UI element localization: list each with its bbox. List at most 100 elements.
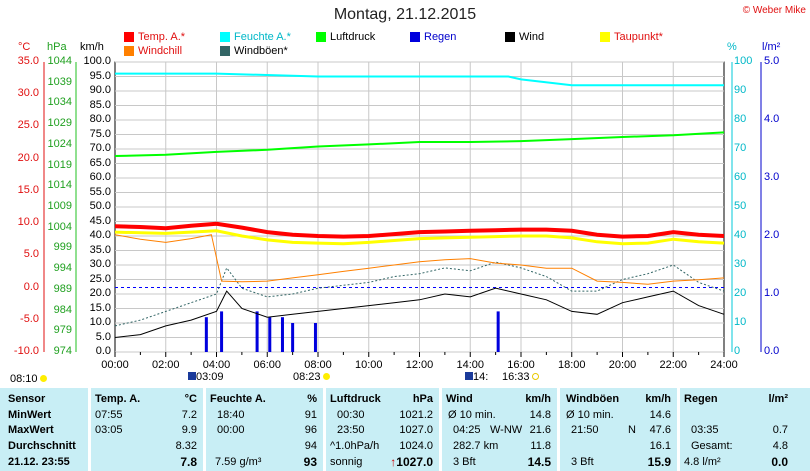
time-tick-label: 02:00 — [151, 359, 180, 371]
wind-tick-label: 60.0 — [89, 171, 111, 183]
moon-icon — [188, 372, 196, 380]
humidity-tick-label: 70 — [734, 142, 747, 154]
wind-avg-label: Ø 10 min. — [448, 409, 496, 421]
rain-bar — [255, 311, 259, 352]
temp-tick-label: 20.0 — [17, 151, 39, 164]
wind-current: 14.5 — [527, 455, 551, 469]
temp-tick-label: 25.0 — [17, 119, 39, 132]
rain-unit: l/m² — [768, 393, 788, 405]
pressure-min: 1021.2 — [399, 409, 433, 421]
column-divider — [323, 388, 326, 471]
wind-tick-label: 40.0 — [89, 229, 111, 241]
pressure-tick-label: 1019 — [47, 158, 72, 171]
time-tick-label: 12:00 — [405, 359, 434, 371]
legend-item: Windböen* — [220, 45, 288, 57]
temp-tick-label: 30.0 — [17, 87, 39, 100]
wind-tick-label: 20.0 — [89, 287, 111, 299]
pressure-tick-label: 994 — [53, 262, 72, 275]
column-divider — [439, 388, 442, 471]
rain-bar — [280, 317, 284, 352]
stats-sensor-column: Sensor MinWert MaxWert Durchschnitt 21.1… — [0, 388, 88, 471]
wind-tick-label: 70.0 — [89, 142, 111, 154]
time-tick-label: 06:00 — [253, 359, 282, 371]
pressure-tick-label: 974 — [53, 345, 72, 357]
wind-tick-label: 75.0 — [89, 127, 111, 140]
legend-item: Regen — [410, 31, 456, 43]
pressure-unit-label: hPa — [47, 41, 67, 53]
legend-item: Temp. A.* — [124, 31, 185, 43]
rain-bar — [220, 311, 224, 352]
wind-tick-label: 35.0 — [89, 243, 111, 256]
series-line-4 — [114, 234, 725, 285]
series-line-0 — [114, 221, 725, 239]
humidity-tick-label: 100 — [734, 55, 753, 67]
humidity-unit-label: % — [727, 41, 737, 53]
wind-tick-label: 0.0 — [95, 345, 111, 357]
legend-label: Feuchte A.* — [234, 31, 291, 43]
max-row-label: MaxWert — [8, 424, 54, 436]
gust-max-time: 21:50 — [571, 424, 599, 436]
series-line-6 — [114, 261, 725, 327]
rain-tick-label: 3.0 — [764, 171, 780, 183]
wind-tick-label: 50.0 — [89, 200, 111, 212]
gust-unit: km/h — [645, 393, 671, 405]
pressure-tick-label: 1039 — [47, 75, 72, 88]
temp-tick-label: -10.0 — [13, 345, 39, 357]
temp-unit-label: °C — [18, 41, 31, 53]
pressure-unit: hPa — [412, 393, 433, 405]
humidity-header: Feuchte A. — [210, 393, 266, 405]
humidity-tick-label: 40 — [734, 229, 747, 241]
legend-swatch — [220, 46, 230, 56]
wind-tick-label: 80.0 — [89, 113, 111, 125]
legend-item: Feuchte A.* — [220, 31, 291, 43]
humidity-tick-label: 90 — [734, 84, 747, 96]
stats-gust-column: Windböen km/h Ø 10 min. 14.6 21:50 N 47.… — [560, 388, 677, 471]
stats-table: Sensor MinWert MaxWert Durchschnitt 21.1… — [0, 388, 810, 471]
legend-swatch — [220, 32, 230, 42]
legend-item: Luftdruck — [316, 31, 375, 43]
humidity-tick-label: 60 — [734, 171, 747, 183]
wind-unit: km/h — [525, 393, 551, 405]
humidity-tick-label: 10 — [734, 316, 747, 328]
credit-label: © Weber Mike — [742, 5, 806, 16]
pressure-tick-label: 1029 — [47, 117, 72, 130]
humidity-tick-label: 20 — [734, 287, 747, 299]
legend-swatch — [124, 32, 134, 42]
pressure-tick-label: 1009 — [47, 200, 72, 212]
legend-swatch — [505, 32, 515, 42]
moon-icon — [465, 372, 473, 380]
wind-tick-label: 55.0 — [89, 185, 111, 198]
legend-label: Windchill — [138, 45, 183, 57]
pressure-tick-label: 979 — [53, 324, 72, 337]
legend-label: Taupunkt* — [614, 31, 663, 43]
gust-current: 15.9 — [647, 455, 671, 469]
series-line-3 — [114, 229, 725, 246]
legend-label: Windböen* — [234, 45, 288, 57]
sunrise-marker: 08:23 — [293, 371, 330, 383]
rain-bar — [291, 323, 295, 352]
time-tick-label: 22:00 — [659, 359, 688, 371]
rain-tick-label: 2.0 — [764, 229, 780, 241]
column-divider — [557, 388, 560, 471]
time-tick-label: 18:00 — [557, 359, 586, 371]
wind-tick-label: 90.0 — [89, 84, 111, 96]
rain-max-time: 03:35 — [691, 424, 719, 436]
stats-rain-column: Regen l/m² 03:35 0.7 Gesamt: 4.8 4.8 l/m… — [680, 388, 810, 471]
rain-unit-label: l/m² — [762, 41, 781, 53]
pressure-rising-icon: ↑ — [390, 455, 397, 469]
temp-tick-label: 5.0 — [23, 248, 39, 261]
rain-total-label: Gesamt: — [691, 440, 733, 452]
legend-item: Wind — [505, 31, 544, 43]
temp-unit: °C — [184, 393, 197, 405]
legend-swatch — [410, 32, 420, 42]
rain-header: Regen — [684, 393, 718, 405]
column-divider — [677, 388, 680, 471]
stats-humidity-column: Feuchte A. % 18:40 91 00:00 96 94 7.59 g… — [206, 388, 323, 471]
rain-current: 0.0 — [771, 455, 788, 469]
legend-label: Wind — [519, 31, 545, 43]
legend-swatch — [316, 32, 326, 42]
wind-unit-label: km/h — [80, 41, 104, 53]
rain-tick-label: 1.0 — [764, 287, 780, 299]
temp-tick-label: 0.0 — [23, 280, 39, 293]
